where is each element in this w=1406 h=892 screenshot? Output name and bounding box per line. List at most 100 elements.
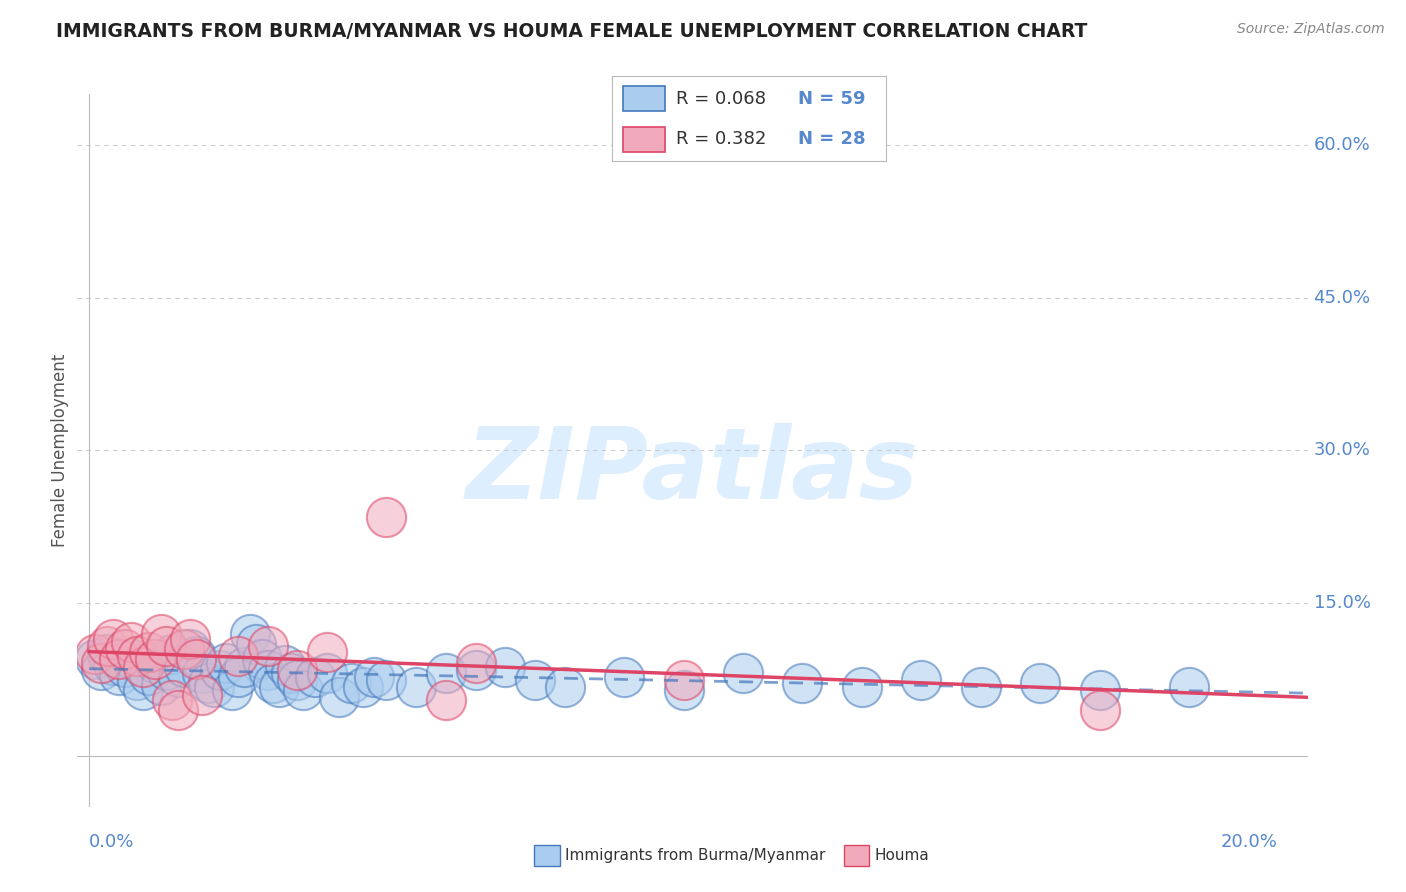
Point	[464, 663, 486, 677]
Point	[90, 663, 112, 677]
Point	[143, 652, 166, 666]
Point	[304, 670, 326, 684]
Point	[1177, 680, 1199, 694]
Point	[208, 663, 231, 677]
Point	[149, 627, 172, 641]
Point	[316, 645, 339, 659]
Point	[90, 656, 112, 670]
Point	[96, 639, 118, 653]
Point	[167, 703, 190, 717]
Point	[316, 665, 339, 680]
Point	[186, 649, 208, 664]
Point	[138, 667, 160, 681]
Point	[375, 509, 398, 524]
Text: ZIPatlas: ZIPatlas	[465, 424, 920, 520]
Text: 60.0%: 60.0%	[1313, 136, 1371, 153]
Point	[274, 657, 297, 672]
Text: Houma: Houma	[875, 848, 929, 863]
Point	[125, 673, 148, 687]
Point	[1088, 703, 1111, 717]
Point	[191, 688, 214, 702]
Point	[197, 676, 219, 690]
Point	[613, 670, 636, 684]
Point	[256, 663, 278, 677]
Point	[179, 642, 201, 657]
Point	[339, 676, 361, 690]
Point	[464, 656, 486, 670]
Point	[434, 665, 457, 680]
Point	[167, 670, 190, 684]
Point	[84, 652, 107, 666]
Point	[792, 676, 814, 690]
Point	[125, 649, 148, 664]
Point	[221, 683, 243, 698]
Point	[215, 656, 238, 670]
Point	[101, 657, 124, 672]
Text: 0.0%: 0.0%	[89, 833, 135, 851]
Text: 15.0%: 15.0%	[1313, 594, 1371, 613]
Point	[173, 642, 195, 657]
Text: R = 0.382: R = 0.382	[676, 130, 766, 148]
Point	[851, 680, 873, 694]
Text: N = 28: N = 28	[799, 130, 866, 148]
Point	[328, 690, 350, 705]
Text: R = 0.068: R = 0.068	[676, 90, 766, 108]
Point	[149, 678, 172, 692]
Text: IMMIGRANTS FROM BURMA/MYANMAR VS HOUMA FEMALE UNEMPLOYMENT CORRELATION CHART: IMMIGRANTS FROM BURMA/MYANMAR VS HOUMA F…	[56, 22, 1088, 41]
Point	[179, 632, 201, 646]
Point	[262, 676, 284, 690]
Point	[405, 680, 427, 694]
Point	[162, 693, 184, 707]
Y-axis label: Female Unemployment: Female Unemployment	[51, 354, 69, 547]
Text: 20.0%: 20.0%	[1220, 833, 1278, 851]
Point	[256, 639, 278, 653]
Point	[155, 639, 177, 653]
Point	[186, 652, 208, 666]
Point	[1029, 676, 1052, 690]
Point	[131, 659, 153, 673]
Point	[202, 680, 225, 694]
Point	[108, 652, 131, 666]
Point	[731, 665, 754, 680]
Text: 30.0%: 30.0%	[1313, 442, 1371, 459]
Point	[114, 659, 136, 673]
Text: Source: ZipAtlas.com: Source: ZipAtlas.com	[1237, 22, 1385, 37]
Point	[672, 673, 695, 687]
Point	[143, 656, 166, 670]
Point	[162, 648, 184, 662]
Bar	[623, 86, 665, 112]
Text: N = 59: N = 59	[799, 90, 866, 108]
Point	[280, 665, 302, 680]
Point	[101, 632, 124, 646]
Point	[285, 673, 308, 687]
Point	[120, 652, 142, 666]
Text: 45.0%: 45.0%	[1313, 288, 1371, 307]
Point	[250, 652, 273, 666]
Point	[494, 659, 516, 673]
Point	[131, 683, 153, 698]
Point	[108, 667, 131, 681]
Point	[173, 659, 195, 673]
Point	[910, 673, 932, 687]
Point	[239, 627, 262, 641]
Point	[84, 648, 107, 662]
Point	[363, 670, 385, 684]
Point	[523, 673, 546, 687]
Point	[96, 648, 118, 662]
Point	[292, 683, 315, 698]
Point	[226, 670, 249, 684]
Point	[1088, 683, 1111, 698]
Point	[285, 663, 308, 677]
Text: Immigrants from Burma/Myanmar: Immigrants from Burma/Myanmar	[565, 848, 825, 863]
Point	[226, 649, 249, 664]
Point	[672, 683, 695, 698]
Point	[434, 693, 457, 707]
Point	[970, 680, 993, 694]
Point	[191, 665, 214, 680]
Point	[269, 680, 291, 694]
Point	[120, 635, 142, 649]
Point	[554, 680, 576, 694]
Bar	[623, 127, 665, 152]
Point	[155, 663, 177, 677]
Point	[138, 645, 160, 659]
